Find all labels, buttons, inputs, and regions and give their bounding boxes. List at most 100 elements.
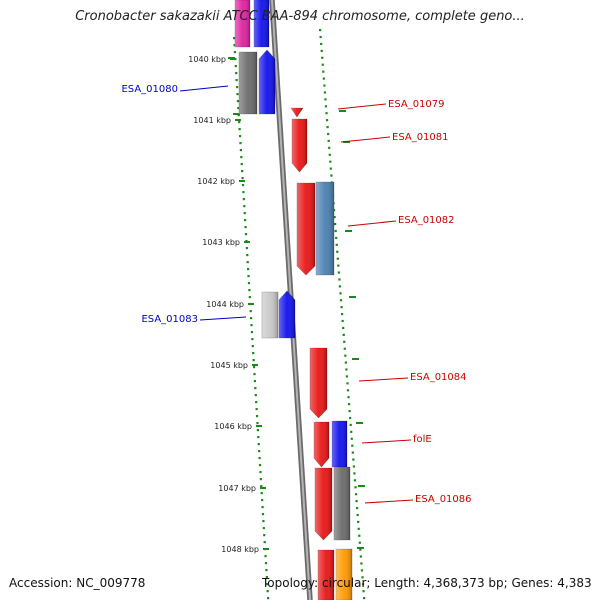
gene-label-ESA_01081: ESA_01081 [392, 132, 449, 143]
gc-dot-left [252, 359, 255, 362]
gc-dot-right [355, 500, 358, 503]
gc-dot-right [345, 368, 348, 371]
gc-dot-left [238, 128, 241, 131]
kbp-tick-label: 1040 kbp [188, 55, 226, 64]
gc-dot-right [321, 63, 324, 66]
gene-label-ESA_01082: ESA_01082 [398, 215, 455, 226]
gc-dot-right [357, 527, 360, 530]
gc-dot-right [336, 257, 339, 260]
gc-dot-right [358, 541, 361, 544]
gc-dot-left [238, 121, 241, 124]
gene-callout-line [347, 220, 397, 227]
gc-dot-right [347, 403, 351, 406]
gene-feature-steelblue-shade [316, 182, 334, 275]
gene-feature-ESA_01081-shade [292, 119, 307, 172]
gc-dot-right [339, 292, 342, 295]
gc-dot-right [338, 278, 341, 281]
gc-dot-left [238, 135, 242, 138]
gc-dot-left [246, 254, 249, 257]
gene-label-ESA_01080: ESA_01080 [121, 84, 178, 95]
gc-dot-left [253, 373, 256, 376]
gc-dash [343, 141, 350, 143]
gc-dot-left [244, 233, 248, 236]
gc-dot-right [359, 555, 362, 558]
gc-dot-left [252, 352, 255, 355]
gc-dot-left [237, 107, 240, 110]
gene-callout-line [358, 377, 409, 382]
gc-dot-left [263, 541, 266, 544]
gc-dot-left [255, 415, 259, 418]
gene-label-ESA_01083: ESA_01083 [141, 314, 198, 325]
gene-feature-blue-top-shade [254, 0, 269, 47]
gc-dot-right [335, 243, 338, 246]
gc-dot-right [339, 299, 343, 302]
gc-dot-right [361, 583, 365, 586]
kbp-tick-mark [244, 241, 250, 243]
gc-dot-left [261, 499, 264, 502]
gene-feature-ESA_01084-shade [310, 348, 327, 418]
gc-dot-right [320, 49, 323, 52]
gc-dot-right [327, 139, 330, 143]
gc-dot-right [344, 354, 347, 357]
gc-dot-left [267, 597, 270, 600]
kbp-tick-label: 1044 kbp [206, 300, 244, 309]
gc-dot-right [328, 153, 331, 156]
gene-feature-ESA_01082-shade [297, 183, 315, 275]
gc-dot-right [329, 160, 332, 163]
gc-dot-right [349, 416, 352, 420]
gc-dot-left [233, 51, 237, 54]
gc-dot-left [241, 170, 244, 173]
gc-dot-left [235, 79, 238, 82]
gc-dot-left [246, 261, 249, 264]
gene-feature-ESA_01086-shade [315, 468, 332, 540]
gc-dot-right [347, 396, 350, 399]
gc-dash [345, 230, 352, 232]
gc-dash [352, 358, 359, 360]
gc-dot-left [236, 93, 239, 96]
gc-dot-right [327, 132, 330, 136]
gc-dot-left [260, 492, 263, 495]
gc-dot-right [328, 146, 331, 149]
gc-dot-left [250, 317, 253, 320]
gene-feature-ESA_01080-shade [259, 50, 275, 114]
gc-dot-left [255, 408, 258, 411]
gc-dot-right [358, 534, 361, 537]
gc-dot-right [357, 520, 360, 524]
gc-dot-right [352, 458, 355, 461]
gene-callout-line [361, 439, 412, 444]
gc-dot-right [342, 333, 345, 336]
gene-features [234, 0, 353, 600]
gc-dash [356, 422, 363, 424]
gc-dot-left [235, 86, 239, 89]
gc-dot-right [363, 597, 366, 600]
gc-dot-right [320, 42, 323, 46]
gc-dot-left [256, 422, 259, 425]
kbp-tick-mark [235, 119, 241, 121]
topology-label: Topology: circular; Length: 4,368,373 bp… [262, 576, 592, 590]
kbp-tick-mark [260, 487, 266, 489]
gene-feature-ESA_01083-shade [279, 291, 295, 338]
gc-dot-left [258, 450, 261, 453]
gc-dot-left [256, 429, 259, 432]
gc-dot-right [333, 216, 336, 219]
gc-dot-left [258, 457, 261, 460]
kbp-tick-label: 1041 kbp [193, 116, 231, 125]
gc-dot-right [361, 576, 364, 579]
gene-callout-line [340, 136, 391, 143]
gc-dot-left [261, 513, 265, 516]
gene-label-ESA_01086: ESA_01086 [415, 494, 472, 505]
gc-dot-left [257, 443, 260, 446]
map-title: Cronobacter sakazakii ATCC BAA-894 chrom… [75, 9, 525, 24]
gc-dot-left [248, 296, 251, 299]
gc-dot-left [262, 520, 265, 523]
gc-dot-left [266, 590, 269, 593]
gc-dot-left [240, 163, 243, 166]
gene-feature-gray-light-shade [262, 292, 278, 338]
gene-labels: ESA_01080 ESA_01079 ESA_01081 ESA_01082 ESA_… [121, 84, 471, 505]
kbp-tick-mark [248, 303, 254, 305]
gc-dot-right [351, 451, 354, 454]
gc-dot-left [250, 331, 254, 334]
gc-dot-left [233, 44, 236, 47]
gc-dot-right [334, 229, 337, 233]
